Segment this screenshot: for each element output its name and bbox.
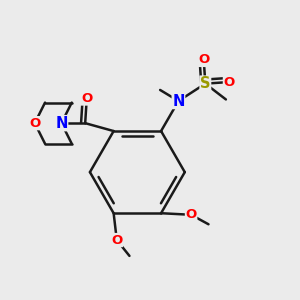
Text: O: O (198, 53, 209, 66)
Text: O: O (29, 117, 40, 130)
Text: O: O (111, 234, 122, 247)
Text: O: O (224, 76, 235, 88)
Text: S: S (200, 76, 211, 91)
Text: O: O (185, 208, 197, 221)
Text: N: N (55, 116, 68, 131)
Text: N: N (172, 94, 184, 109)
Text: O: O (81, 92, 92, 105)
